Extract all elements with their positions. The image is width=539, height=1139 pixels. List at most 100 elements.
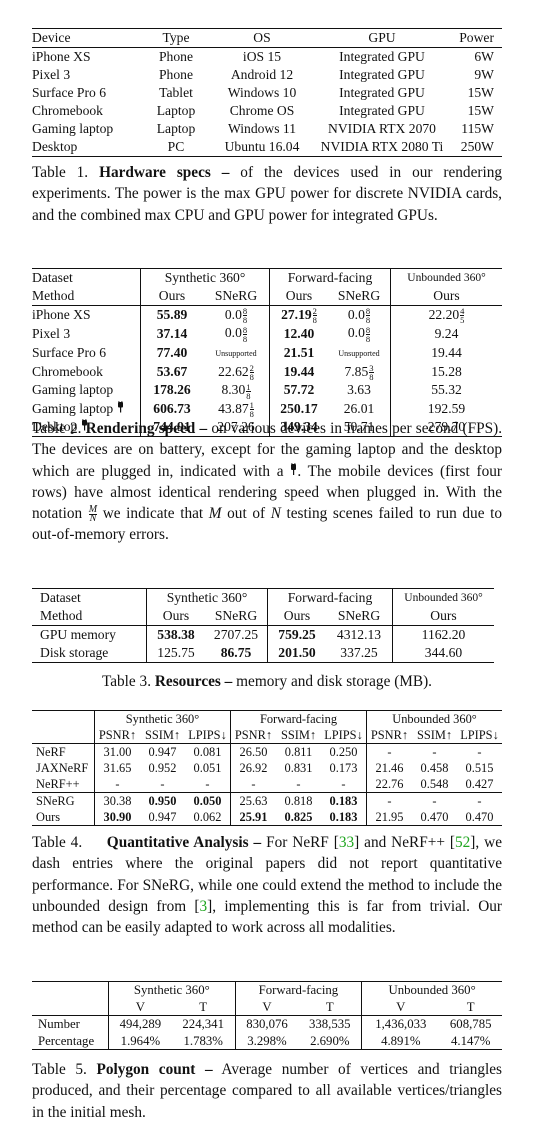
fps-value: 50.71: [343, 418, 375, 434]
cell-device: Surface Pro 6: [32, 343, 141, 363]
cell-value: 759.25: [267, 625, 326, 644]
cell-fps: 22.20 4 5: [390, 305, 502, 325]
cell-fps: 55.89: [140, 305, 203, 325]
table-row: Percentage 1.964% 1.783% 3.298% 2.690% 4.891%…: [32, 1032, 502, 1050]
denominator: 8: [246, 390, 251, 401]
cell-metric: 0.051: [193, 761, 222, 775]
cell-metric: 0.947: [148, 810, 177, 824]
fps-value: 9.24: [434, 325, 459, 341]
cell-power: 250W: [460, 139, 494, 154]
table-row: Ours 30.90 0.947 0.062 25.91 0.825 0.183 21.95 0…: [32, 809, 502, 826]
cell-metric: -: [366, 743, 412, 760]
caption-title: Resources –: [154, 673, 233, 690]
table-row: GPU memory 538.38 2707.25 759.25 4312.13 1162…: [32, 625, 494, 644]
cell-value: 1.964%: [107, 1032, 172, 1050]
cell-device: Gaming laptop: [32, 121, 114, 136]
cell-device: Chromebook: [32, 363, 141, 381]
cell-power: 15W: [467, 103, 494, 118]
cell-value: 1162.20: [392, 625, 494, 644]
col-header-gpu: GPU: [368, 30, 396, 45]
cell-os: Chrome OS: [229, 103, 295, 118]
cell-fps: 8.30 1 8: [203, 381, 270, 401]
cell-method: Ours: [36, 810, 61, 824]
col-header: V: [234, 998, 299, 1016]
caption-text: of the devices used in our rendering exp…: [32, 164, 502, 224]
caption-text: Average number of vertices and triangles…: [32, 1061, 502, 1121]
plug-icon: [290, 462, 297, 480]
cell-device: iPhone XS: [32, 306, 141, 325]
row-header-dataset: Dataset: [32, 270, 73, 285]
denominator: 8: [249, 372, 254, 383]
cell-power: 15W: [467, 85, 494, 100]
fps-value: 0.0: [224, 325, 242, 341]
cell-metric: -: [432, 745, 437, 759]
fps-value: 8.30: [221, 382, 246, 398]
cell-fps: 0.0 8 8: [328, 324, 391, 344]
cell-metric: 25.63: [230, 792, 276, 809]
fps-value: 57.72: [283, 382, 315, 398]
cell-metric: -: [160, 777, 165, 791]
caption-text: memory and disk storage (MB).: [236, 673, 433, 690]
cell-metric: 0.062: [193, 810, 222, 824]
cell-fps: 250.17: [269, 399, 328, 418]
cell-metric: 0.950: [148, 794, 177, 808]
numerator: 8: [242, 306, 248, 317]
method-label: SNeRG: [214, 608, 258, 623]
cell-fps: 15.28: [390, 362, 502, 382]
cell-fps: 26.01: [328, 400, 391, 418]
caption-text: ], we dash entries where the original pa…: [32, 834, 502, 915]
group-synthetic: Synthetic 360°: [146, 588, 268, 607]
denominator: 8: [365, 333, 371, 344]
col-header-device: Device: [32, 30, 71, 45]
fps-value: 744.91: [153, 418, 191, 434]
group-unbounded: Unbounded 360°: [361, 981, 502, 999]
cell-fps: 55.32: [390, 381, 502, 400]
cell-metric: 0.183: [329, 810, 358, 824]
device-name: Surface Pro 6: [32, 344, 106, 360]
plug-icon: [113, 400, 123, 416]
table-row: Desktop 744.91 207.26 349.34 50.71 279.70: [32, 417, 502, 437]
group-forward: Forward-facing: [267, 588, 393, 607]
cell-metric: 0.427: [465, 777, 494, 791]
cell-gpu: Integrated GPU: [339, 103, 425, 118]
table-row: Surface Pro 6 Tablet Windows 10 Integrated …: [32, 84, 502, 102]
device-name: Chromebook: [32, 363, 103, 379]
cell-fps: 43.87 1 8: [203, 400, 270, 418]
cell-method: JAXNeRF: [36, 761, 89, 775]
cell-metric: 0.081: [193, 745, 222, 759]
cell-label: GPU memory: [40, 627, 116, 642]
fps-value: 55.89: [156, 307, 188, 323]
numerator: 8: [242, 324, 248, 335]
cell-fps: 9.24: [390, 324, 502, 343]
denominator: 8: [365, 315, 371, 326]
group-synthetic: Synthetic 360°: [108, 981, 236, 999]
table1-caption: Table 1. Hardware specs – of the devices…: [32, 162, 502, 226]
numerator: 1: [249, 399, 254, 410]
fps-value: Unsupported: [215, 348, 257, 358]
caption-text: testing scenes failed to run due to out-…: [32, 505, 503, 544]
cell-metric: 0.250: [329, 745, 358, 759]
table-row: SNeRG 30.38 0.950 0.050 25.63 0.818 0.183- - -: [32, 792, 502, 809]
table-row: Gaming laptop 606.73 43.87 1 8 250.17 26.01 19…: [32, 399, 502, 418]
citation-link[interactable]: 52: [455, 834, 471, 851]
table-row: JAXNeRF 31.65 0.952 0.051 26.92 0.831 0.173 21.…: [32, 760, 502, 776]
denominator: 8: [242, 315, 248, 326]
cell-fps: 207.26: [203, 418, 270, 437]
cell-metric: -: [205, 777, 210, 791]
col-header-os: OS: [253, 30, 271, 45]
quantitative-analysis-table: Synthetic 360° Forward-facing Unbounded …: [32, 710, 502, 826]
cell-metric: 25.91: [230, 809, 276, 826]
citation-link[interactable]: 3: [199, 897, 208, 915]
polygon-count-table: Synthetic 360° Forward-facing Unbounded …: [32, 981, 502, 1050]
citation-link[interactable]: 33: [338, 834, 355, 851]
cell-gpu: Integrated GPU: [339, 85, 425, 100]
cell-type: Tablet: [159, 85, 193, 100]
fps-value: 7.85: [344, 363, 369, 379]
table-row: Gaming laptop 178.26 8.30 1 8 57.72 3.63 55.32: [32, 381, 502, 401]
method-label: Ours: [390, 287, 502, 306]
numerator: 8: [365, 306, 371, 317]
